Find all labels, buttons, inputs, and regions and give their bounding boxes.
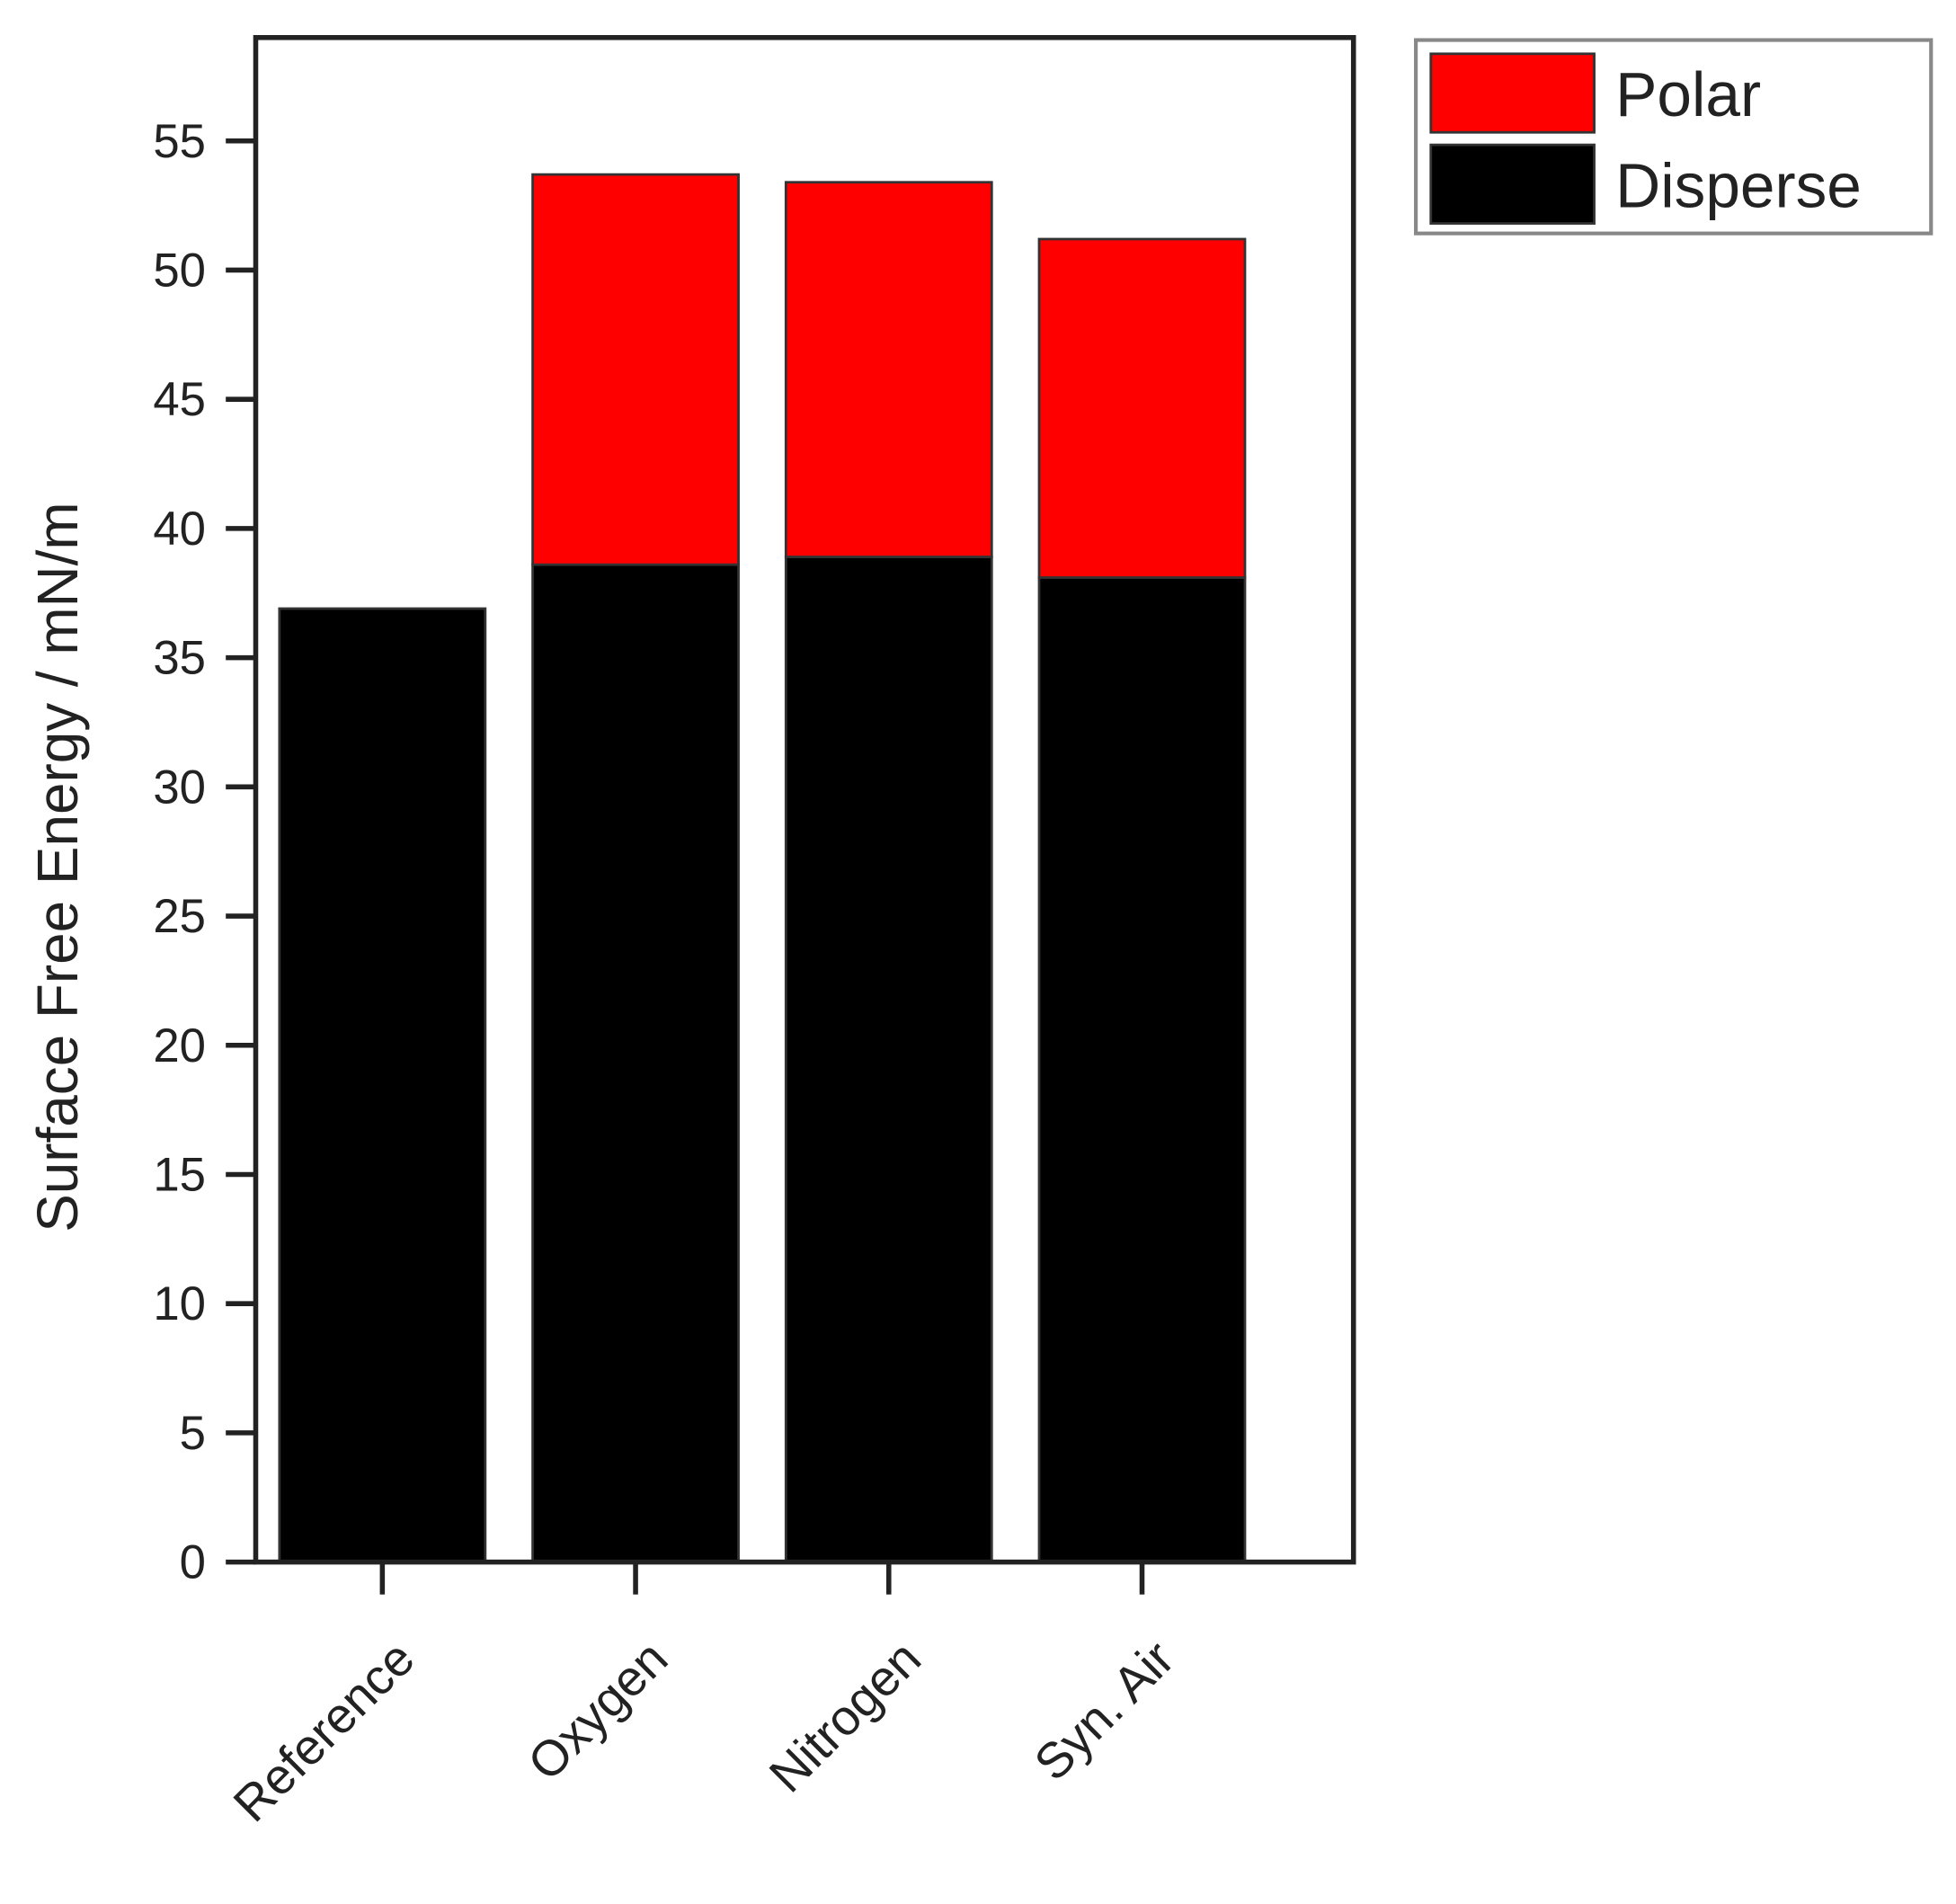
legend-label: Disperse xyxy=(1615,151,1862,221)
legend-swatch xyxy=(1429,52,1596,134)
y-tick-label: 30 xyxy=(153,761,206,814)
bar-segment xyxy=(784,181,993,558)
y-axis-label: Surface Free Energy / mN/m xyxy=(25,502,90,1232)
bar-segment xyxy=(1037,576,1247,1563)
y-tick-label: 25 xyxy=(153,890,206,943)
y-tick-label: 0 xyxy=(180,1536,206,1589)
y-tick-label: 40 xyxy=(153,503,206,556)
y-tick-label: 50 xyxy=(153,245,206,298)
y-tick-label: 55 xyxy=(153,115,206,168)
y-tick-label: 45 xyxy=(153,373,206,426)
y-tick-label: 5 xyxy=(180,1407,206,1460)
bar-segment xyxy=(531,563,740,1563)
bar-segment xyxy=(278,607,487,1564)
x-tick-label: Nitrogen xyxy=(759,1630,931,1802)
y-tick-label: 35 xyxy=(153,632,206,685)
y-tick-label: 10 xyxy=(153,1277,206,1330)
legend-label: Polar xyxy=(1615,59,1761,129)
plot-frame xyxy=(253,35,1356,1565)
y-tick-label: 15 xyxy=(153,1149,206,1202)
legend-swatch xyxy=(1429,143,1596,225)
y-tick-label: 20 xyxy=(153,1019,206,1072)
x-tick-label: Reference xyxy=(223,1630,425,1832)
bar-segment xyxy=(1037,237,1247,579)
bar-segment xyxy=(531,173,740,566)
x-tick-label: Oxygen xyxy=(517,1630,678,1791)
x-tick-label: Syn. Air xyxy=(1024,1630,1185,1791)
bar-segment xyxy=(784,556,993,1563)
